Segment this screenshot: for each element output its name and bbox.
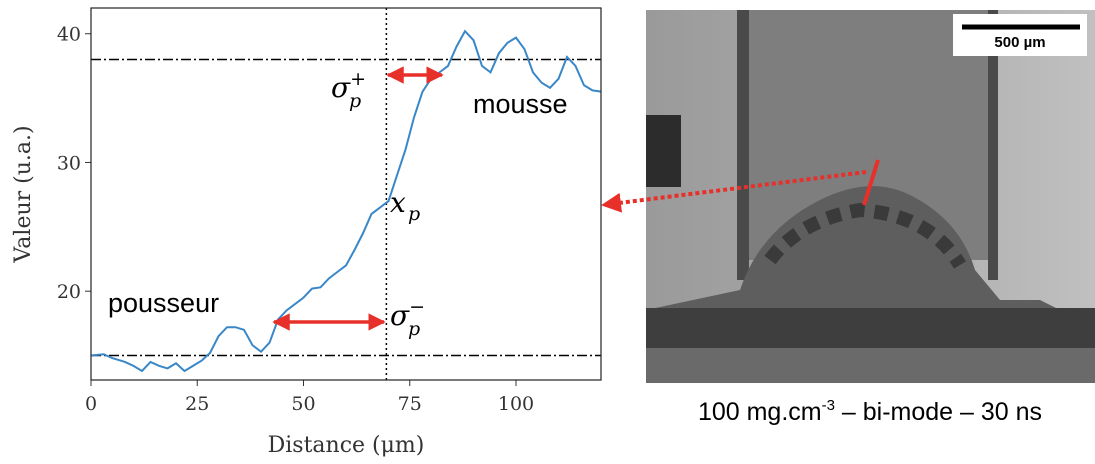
math-sub: p bbox=[349, 90, 361, 112]
caption: 100 mg.cm-3 – bi-mode – 30 ns bbox=[698, 397, 1042, 426]
plot: 0 25 50 75 100 20 30 40 Distance (μm) Valeur (u.a… bbox=[11, 7, 602, 458]
annotation: mousse bbox=[473, 89, 568, 119]
math-symbol: σ bbox=[331, 71, 351, 104]
math-symbol: x bbox=[390, 186, 406, 219]
x-tick-label: 100 bbox=[498, 393, 534, 415]
caption-text: – bi-mode – 30 ns bbox=[835, 398, 1042, 426]
x-tick-label: 25 bbox=[185, 393, 209, 415]
annotation: pousseur bbox=[108, 288, 219, 318]
math-sub: p bbox=[408, 318, 420, 340]
data-line bbox=[90, 29, 602, 373]
y-axis-label: Valeur (u.a.) bbox=[11, 125, 36, 263]
x-tick-label: 0 bbox=[85, 393, 97, 415]
x-tick-label: 50 bbox=[291, 393, 315, 415]
x-tick-label: 75 bbox=[398, 393, 422, 415]
y-tick-label: 20 bbox=[57, 281, 81, 303]
math-annotation: σ+ p bbox=[331, 68, 366, 112]
x-axis-label: Distance (μm) bbox=[268, 433, 425, 458]
math-symbol: σ bbox=[390, 299, 410, 332]
math-sup: + bbox=[350, 68, 366, 90]
scale-bar-label: 500 µm bbox=[994, 34, 1045, 51]
y-tick-label: 40 bbox=[57, 24, 81, 46]
math-sub: p bbox=[408, 203, 420, 225]
math-annotation: σ− p bbox=[390, 296, 425, 340]
pointer-arrow bbox=[601, 170, 867, 213]
plot-frame bbox=[90, 7, 602, 381]
photo: 500 µm bbox=[646, 10, 1095, 383]
caption-text: 100 mg.cm bbox=[698, 398, 822, 426]
y-tick-label: 30 bbox=[57, 152, 81, 174]
math-sup: − bbox=[409, 296, 425, 318]
caption-sup: -3 bbox=[822, 397, 835, 414]
